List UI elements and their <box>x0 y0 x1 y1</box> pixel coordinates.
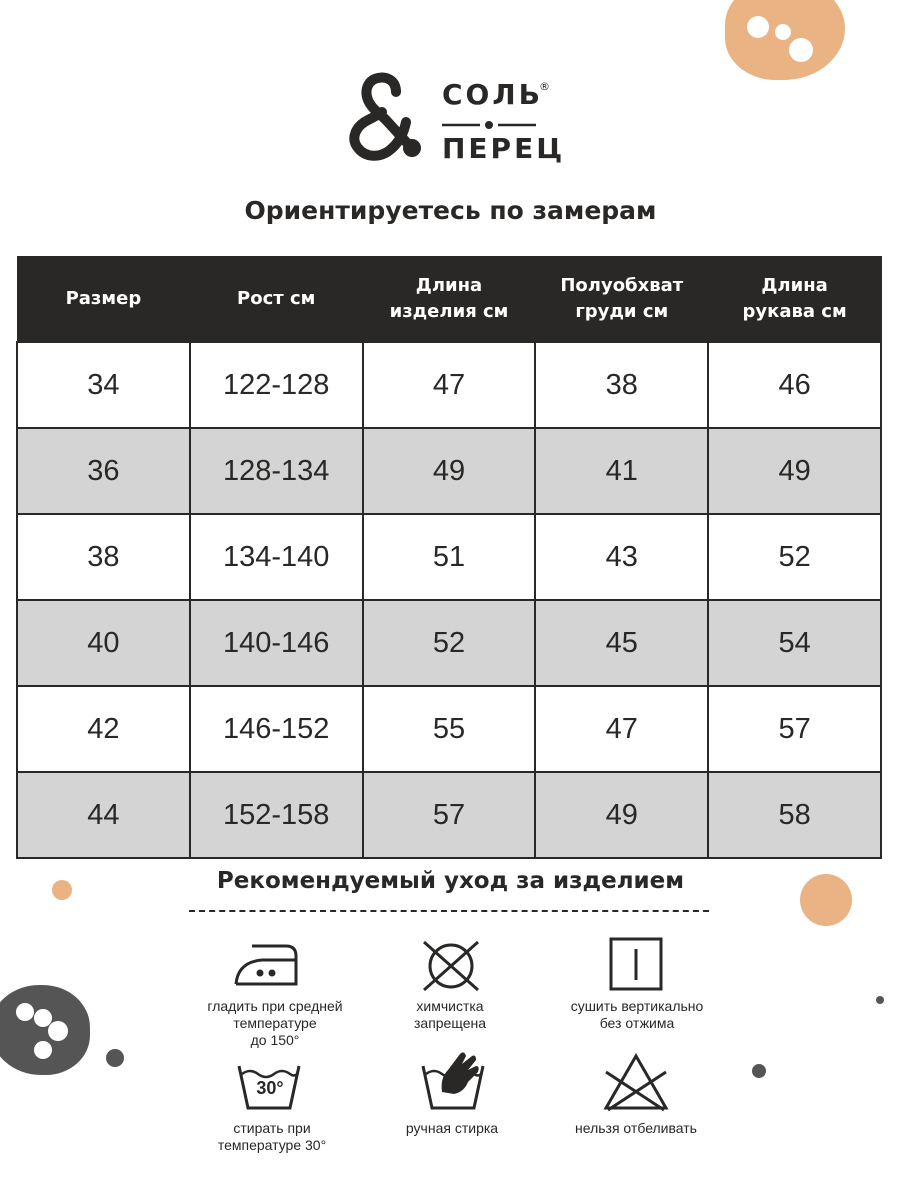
care-label-hand-wash: ручная стирка <box>405 1120 499 1136</box>
header-chest: Полуобхват груди см <box>534 256 709 343</box>
table-cell: 55 <box>361 685 537 773</box>
decor-dot <box>876 996 884 1004</box>
table-cell: 58 <box>707 771 882 859</box>
table-cell: 40 <box>16 599 191 687</box>
care-label-no-bleach: нельзя отбеливать <box>575 1120 697 1136</box>
page-title: Ориентируетесь по замерам <box>244 196 657 225</box>
table-cell: 46 <box>707 341 882 429</box>
table-row: 44 152-158 57 49 58 <box>16 771 882 859</box>
wash-30-icon <box>237 1065 301 1110</box>
table-cell: 43 <box>534 513 710 601</box>
table-cell: 49 <box>361 427 537 515</box>
logo-separator <box>442 121 536 129</box>
header-length: Длина изделия см <box>362 256 536 343</box>
decor-orange-blob <box>725 0 845 80</box>
table-row: 34 122-128 47 38 46 <box>16 341 882 429</box>
wash-temperature: 30° <box>256 1078 284 1098</box>
care-label-wash-30: стирать при температуре 30° <box>217 1120 327 1153</box>
table-row: 36 128-134 49 41 49 <box>16 427 882 515</box>
registered-mark: ® <box>539 80 550 93</box>
decor-dot <box>752 1064 766 1078</box>
table-cell: 36 <box>16 427 191 515</box>
table-cell: 47 <box>361 341 537 429</box>
table-cell: 128-134 <box>188 427 364 515</box>
brand-logo: СОЛЬ ® ПЕРЕЦ <box>346 70 566 170</box>
table-cell: 38 <box>16 513 191 601</box>
no-dry-clean-icon <box>423 940 479 992</box>
brand-name-line2: ПЕРЕЦ <box>442 132 566 165</box>
table-cell: 152-158 <box>188 771 364 859</box>
care-divider <box>189 910 709 912</box>
hand-wash-icon <box>421 1052 485 1110</box>
care-label-vertical-dry: сушить вертикально без отжима <box>570 998 704 1031</box>
table-cell: 41 <box>534 427 710 515</box>
table-cell: 52 <box>361 599 537 687</box>
brand-name-line1: СОЛЬ <box>442 78 543 111</box>
table-cell: 57 <box>707 685 882 773</box>
decor-gray-blob <box>0 985 90 1075</box>
header-sleeve: Длина рукава см <box>707 256 882 343</box>
table-cell: 42 <box>16 685 191 773</box>
table-cell: 34 <box>16 341 191 429</box>
table-cell: 51 <box>361 513 537 601</box>
table-cell: 122-128 <box>188 341 364 429</box>
table-cell: 38 <box>534 341 710 429</box>
table-cell: 54 <box>707 599 882 687</box>
table-cell: 47 <box>534 685 710 773</box>
table-row: 42 146-152 55 47 57 <box>16 685 882 773</box>
iron-medium-icon <box>234 944 298 986</box>
decor-dot <box>52 880 72 900</box>
table-cell: 49 <box>534 771 710 859</box>
size-table: Размер Рост см Длина изделия см Полуобхв… <box>16 256 882 859</box>
no-bleach-icon <box>603 1052 669 1112</box>
table-cell: 57 <box>361 771 537 859</box>
table-cell: 140-146 <box>188 599 364 687</box>
table-cell: 44 <box>16 771 191 859</box>
table-row: 40 140-146 52 45 54 <box>16 599 882 687</box>
care-label-dry-clean: химчистка запрещена <box>413 998 487 1031</box>
header-height: Рост см <box>189 256 364 343</box>
table-cell: 134-140 <box>188 513 364 601</box>
table-header-row: Размер Рост см Длина изделия см Полуобхв… <box>16 256 882 343</box>
care-label-iron: гладить при средней температуре до 150° <box>207 998 343 1048</box>
table-row: 38 134-140 51 43 52 <box>16 513 882 601</box>
decor-dot <box>106 1049 124 1067</box>
table-cell: 45 <box>534 599 710 687</box>
vertical-dry-icon <box>609 937 663 991</box>
care-title: Рекомендуемый уход за изделием <box>216 868 685 894</box>
table-cell: 49 <box>707 427 882 515</box>
table-cell: 52 <box>707 513 882 601</box>
ampersand-logo-icon <box>349 72 421 161</box>
decor-dot <box>800 874 852 926</box>
header-size: Размер <box>16 256 191 343</box>
table-cell: 146-152 <box>188 685 364 773</box>
